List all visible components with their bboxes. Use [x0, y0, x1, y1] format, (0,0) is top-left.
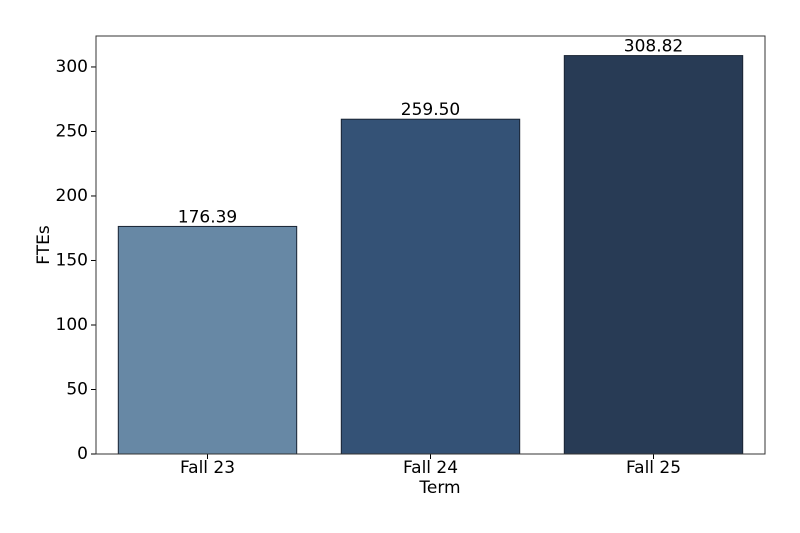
bar	[563, 55, 744, 455]
y-tick-label: 150	[56, 250, 88, 270]
y-tick-label: 300	[56, 57, 88, 77]
y-axis-label: FTEs	[34, 225, 54, 265]
y-tick-label: 100	[56, 315, 88, 335]
bar	[117, 225, 298, 455]
plot-frame	[95, 35, 766, 455]
value-label: 259.50	[401, 100, 460, 120]
x-tick-label: Fall 23	[180, 458, 235, 478]
x-tick-label: Fall 25	[626, 458, 681, 478]
y-tick-label: 50	[66, 379, 88, 399]
value-label: 308.82	[624, 37, 683, 57]
bar	[340, 118, 521, 455]
y-tick-label: 200	[56, 186, 88, 206]
y-tick-label: 250	[56, 121, 88, 141]
x-axis-label: Term	[418, 478, 460, 498]
value-label: 176.39	[178, 207, 237, 227]
x-tick-label: Fall 24	[403, 458, 458, 478]
y-tick-label: 0	[77, 444, 88, 464]
